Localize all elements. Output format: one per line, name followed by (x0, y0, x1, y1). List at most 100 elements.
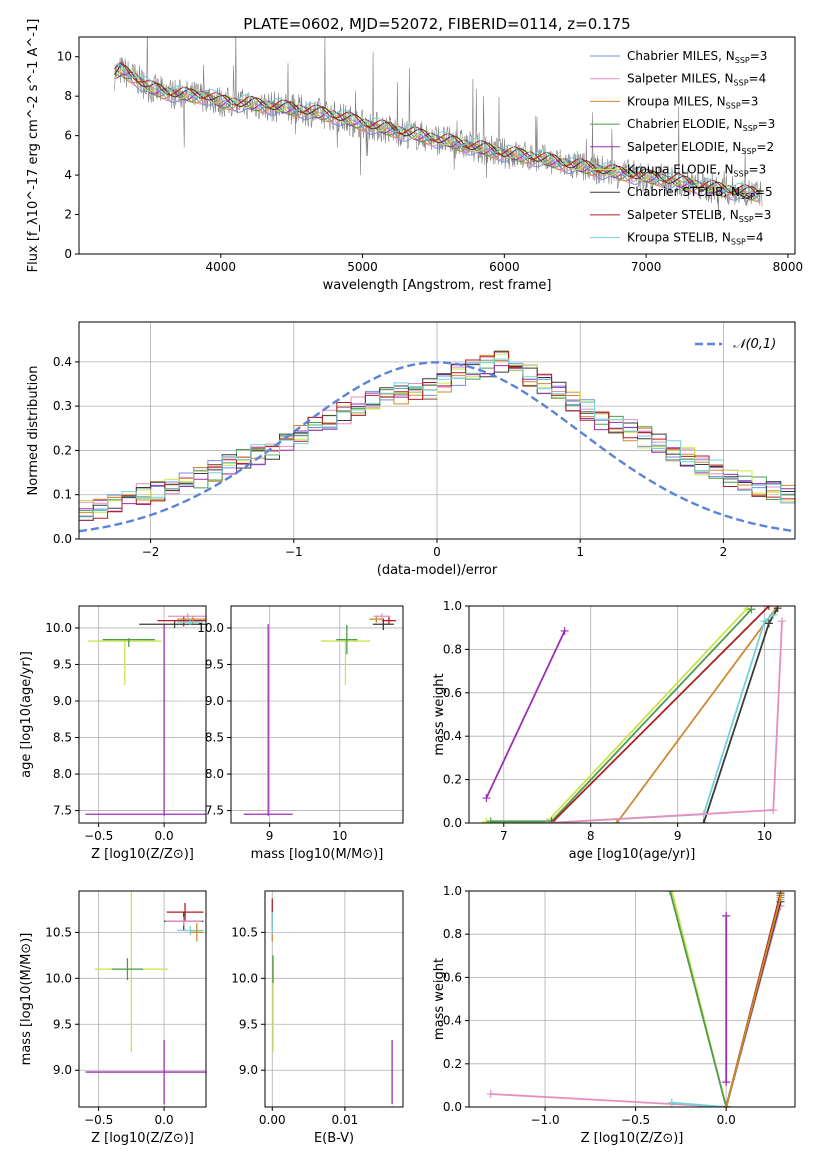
axes-frame (264, 890, 404, 1108)
y-tick-label: 0.8 (443, 927, 462, 941)
x-tick-label: 10 (332, 829, 347, 843)
y-tick-label: 4 (64, 168, 72, 182)
y-tick-label: 0.0 (443, 816, 462, 830)
legend-label: Kroupa MILES, NSSP=3 (627, 94, 758, 110)
error-bar-point (111, 958, 144, 981)
legend-label: Chabrier ELODIE, NSSP=3 (627, 117, 775, 133)
y-tick-label: 0.4 (443, 729, 462, 743)
x-axis-label: Z [log10(Z/Z⊙)] (581, 1131, 684, 1146)
axes-frame (468, 605, 796, 824)
plot-area (486, 891, 785, 1107)
model-spectrum-chabrier-miles (113, 69, 760, 201)
y-tick-label: 8.5 (205, 731, 224, 745)
mass-weight-vs-age-panel: 7 8 9 10 0.0 0.2 0.4 0.6 0.8 1.0 age [log10(age/yr… (432, 599, 796, 862)
mass-weight-marker (722, 1078, 731, 1087)
y-tick-label: 9.5 (205, 657, 224, 671)
y-tick-label: 10.0 (231, 971, 258, 985)
x-tick-label: 1 (576, 545, 584, 559)
residual-histogram-panel: 𝒩(0,1) −2 −1 0 1 2 0.0 0.1 0.2 0.3 0.4 (data-model)… (26, 321, 796, 578)
y-tick-label: 9.0 (239, 1063, 258, 1077)
mass-weight-marker (667, 1098, 676, 1107)
plot-area (79, 350, 795, 533)
x-tick-label: 4000 (206, 260, 237, 274)
x-axis-label: Z [log10(Z/Z⊙)] (91, 1131, 194, 1146)
y-tick-label: 0 (64, 247, 72, 261)
model-spectrum-chabrier-elodie (114, 73, 760, 201)
y-tick-label: 0.8 (443, 642, 462, 656)
legend-label: Kroupa ELODIE, NSSP=3 (627, 163, 766, 179)
x-tick-label: −2 (142, 545, 160, 559)
model-spectrum-salpeter-stelib (114, 62, 760, 197)
y-tick-label: 7.5 (205, 804, 224, 818)
legend-subscript: SSP (735, 56, 750, 65)
spectrum-panel: Chabrier MILES, NSSP=3 Salpeter MILES, NS… (26, 19, 803, 293)
figure-title: PLATE=0602, MJD=52072, FIBERID=0114, z=0… (243, 15, 630, 33)
y-tick-label: 0.1 (53, 488, 72, 502)
x-tick-label: 0.00 (259, 1113, 286, 1127)
histogram-legend: 𝒩(0,1) (695, 337, 776, 352)
y-axis-label: age [log10(age/yr)] (19, 651, 34, 778)
y-tick-label: 10.5 (231, 925, 258, 939)
legend-count: =3 (741, 94, 759, 108)
error-bar-point (190, 923, 204, 942)
y-tick-label: 0.2 (53, 443, 72, 457)
error-bar-point (85, 1039, 206, 1105)
y-tick-label: 0.4 (443, 1014, 462, 1028)
normal-reference-curve (79, 361, 795, 533)
y-tick-label: 1.0 (443, 884, 462, 898)
x-tick-label: 0.0 (155, 829, 174, 843)
mass-weight-marker (773, 606, 782, 613)
y-tick-label: 0.0 (443, 1100, 462, 1114)
mass-weight-marker (764, 619, 773, 628)
y-tick-label: 9.5 (53, 1017, 72, 1031)
x-tick-label: −0.5 (84, 1113, 113, 1127)
mass-weight-line (725, 897, 782, 1107)
y-tick-label: 10.0 (197, 621, 224, 635)
error-bar-point (320, 638, 371, 685)
plot-area (271, 898, 393, 1105)
mass-weight-line (616, 606, 779, 823)
y-tick-label: 10.0 (45, 971, 72, 985)
mass-weight-marker (769, 805, 778, 814)
mass-weight-line (547, 613, 774, 823)
y-tick-label: 6 (64, 129, 72, 143)
x-tick-label: −0.5 (84, 829, 113, 843)
plot-area (482, 606, 786, 823)
y-tick-label: 9.5 (53, 657, 72, 671)
y-tick-label: 9.5 (239, 1017, 258, 1031)
axes-frame (78, 890, 207, 1108)
legend-label: Chabrier MILES, NSSP=3 (627, 49, 767, 65)
legend-label: Salpeter ELODIE, NSSP=2 (627, 140, 774, 156)
x-tick-label: 2 (720, 545, 728, 559)
y-tick-label: 9.0 (53, 694, 72, 708)
x-tick-label: 9 (674, 829, 682, 843)
legend-subscript: SSP (731, 238, 746, 247)
x-tick-label: −1 (285, 545, 303, 559)
y-tick-label: 8 (64, 89, 72, 103)
y-tick-label: 0.3 (53, 399, 72, 413)
legend-count: =3 (750, 49, 768, 63)
mass-weight-marker (722, 1103, 731, 1107)
plot-area (85, 613, 206, 816)
error-bar-point (373, 613, 391, 620)
legend-subscript: SSP (743, 124, 758, 133)
y-tick-label: 0.2 (443, 773, 462, 787)
y-tick-label: 0.4 (53, 355, 72, 369)
model-spectrum-salpeter-miles (114, 69, 760, 204)
mass-weight-marker (543, 819, 552, 823)
legend-count: =2 (756, 140, 774, 154)
mass-weight-marker (667, 891, 676, 895)
y-tick-label: 10.5 (45, 925, 72, 939)
error-bar-point (165, 916, 203, 926)
mass-weight-marker (769, 610, 778, 619)
y-axis-label: Flux [f_λ10^-17 erg cm^-2 s^-1 A^-1] (26, 19, 41, 273)
y-axis-label: mass [log10(M/M⊙)] (19, 933, 34, 1066)
x-axis-label: age [log10(age/yr)] (569, 847, 696, 862)
error-bar-point (166, 902, 204, 922)
legend-subscript: SSP (739, 215, 754, 224)
y-axis-label: mass weight (432, 958, 447, 1040)
mass-weight-marker (482, 794, 491, 803)
x-tick-label: 5000 (347, 260, 378, 274)
mass-weight-line (550, 606, 770, 823)
